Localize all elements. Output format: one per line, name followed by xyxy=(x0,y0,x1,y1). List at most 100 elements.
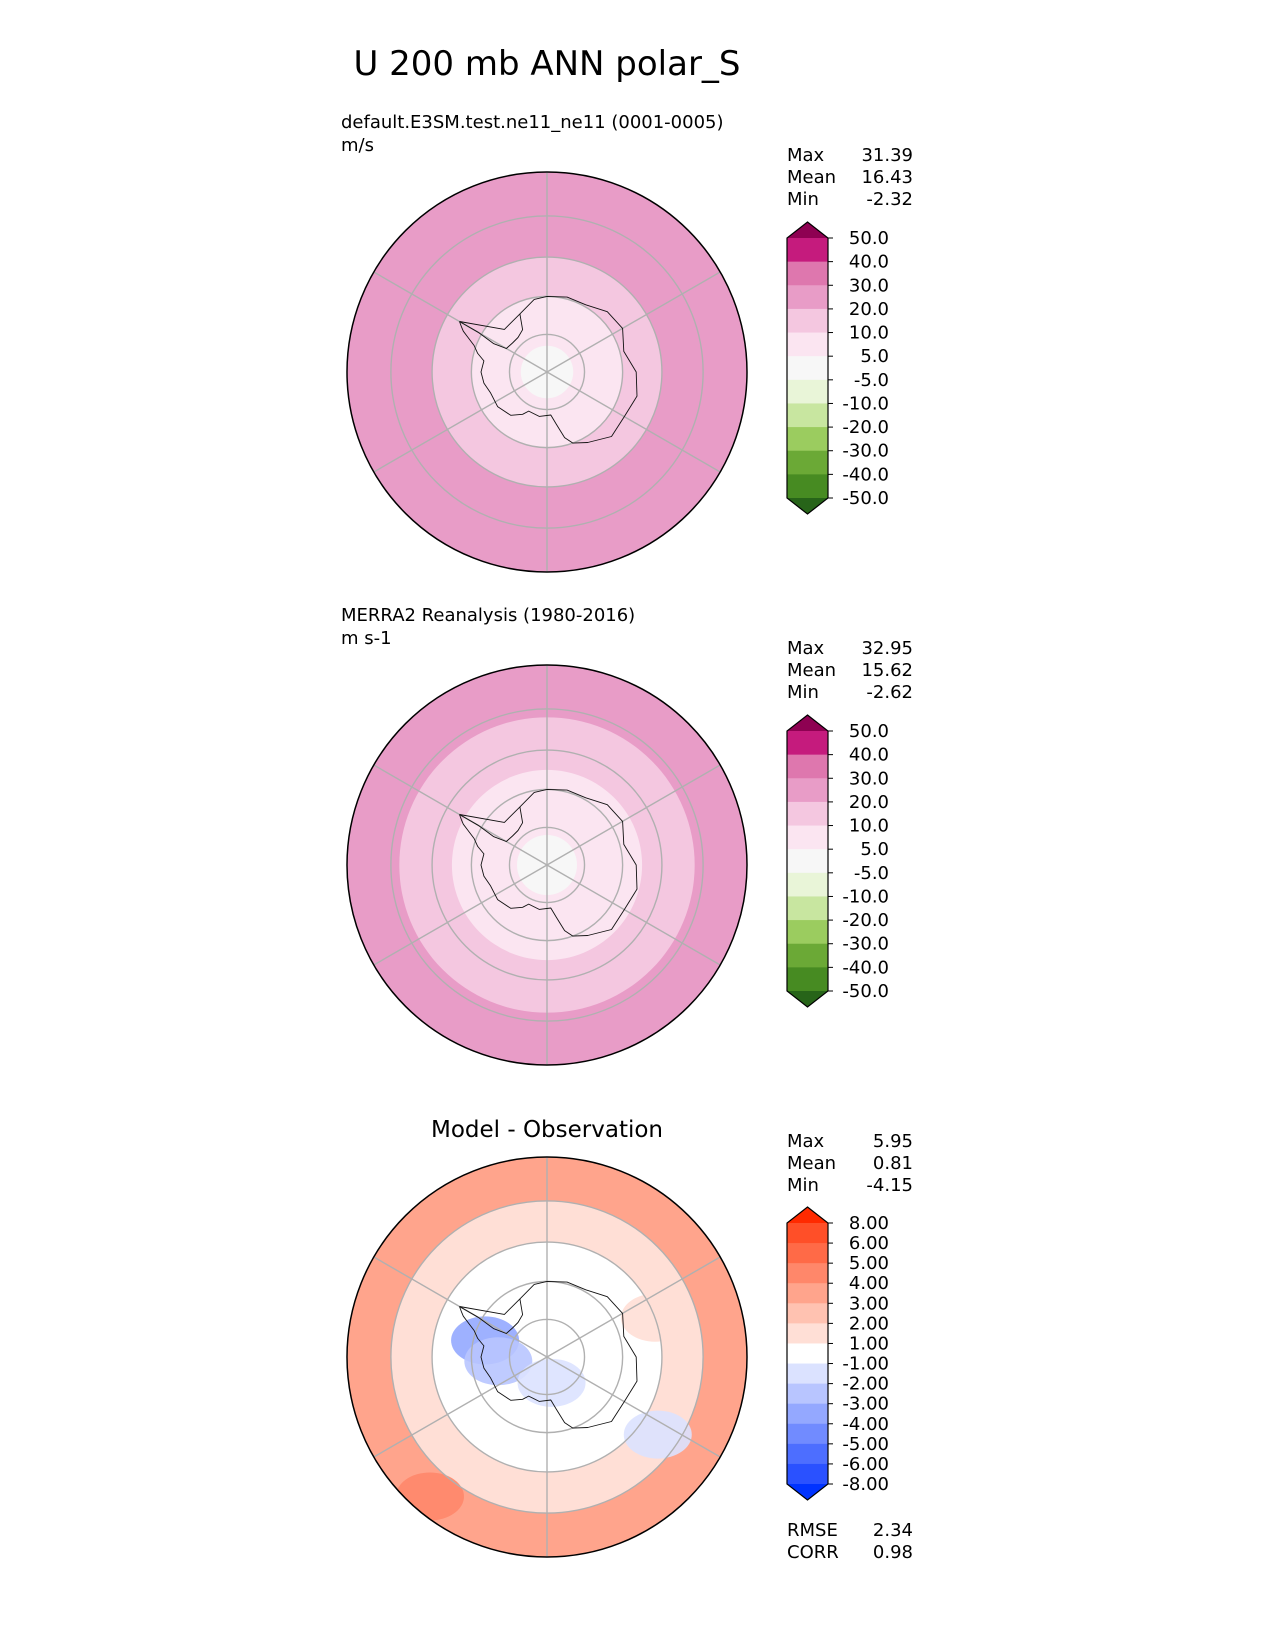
colorbar-tick-label: 5.0 xyxy=(860,839,889,860)
colorbar-segment xyxy=(787,825,828,850)
panels: default.E3SM.test.ne11_ne11 (0001-0005)m… xyxy=(341,112,913,1563)
colorbar-tick-label: -50.0 xyxy=(842,488,889,509)
colorbar-segment xyxy=(787,1443,828,1465)
colorbar-segment xyxy=(787,872,828,897)
longitude-gridline xyxy=(373,371,548,473)
longitude-gridline xyxy=(546,764,721,866)
stat-value: -2.32 xyxy=(866,189,913,210)
colorbar-tick-label: 8.00 xyxy=(849,1213,889,1234)
colorbar-tick-label: -3.00 xyxy=(842,1394,889,1415)
colorbar-segment xyxy=(787,801,828,827)
colorbar: 50.0 40.030.0 20.0 10.05.0 -5.0-10.0 -20.0 -30… xyxy=(786,714,889,1008)
stat-value: -4.15 xyxy=(866,1175,913,1196)
stat-label: Max xyxy=(787,638,825,659)
colorbar-tick-label: -20.0 xyxy=(842,417,889,438)
colorbar-tick-label: -4.00 xyxy=(842,1414,889,1435)
longitude-gridline xyxy=(373,864,548,966)
colorbar-tick-label: 1.00 xyxy=(849,1333,889,1354)
colorbar-segment xyxy=(787,849,828,874)
stat-label: Mean xyxy=(787,660,836,681)
field-anomaly-patch xyxy=(464,1337,533,1386)
colorbar-tick-label: -10.0 xyxy=(842,886,889,907)
colorbar-segment xyxy=(787,1303,828,1324)
stat-label: Mean xyxy=(787,167,836,188)
colorbar-tick-label: -40.0 xyxy=(842,957,889,978)
colorbar-tick-label: -10.0 xyxy=(842,393,889,414)
stat-value: 5.95 xyxy=(873,1131,913,1152)
colorbar-segment xyxy=(787,896,828,921)
panel-title: MERRA2 Reanalysis (1980-2016) xyxy=(341,605,635,626)
colorbar-tick-label: 20.0 xyxy=(849,299,889,320)
colorbar-segment xyxy=(787,778,828,803)
colorbar-tick-label: -2.00 xyxy=(842,1374,889,1395)
colorbar-tick-label: -30.0 xyxy=(842,441,889,462)
colorbar-tick-label: 40.0 xyxy=(849,745,889,766)
colorbar-tick-label: 30.0 xyxy=(849,275,889,296)
colorbar-segment xyxy=(787,474,828,499)
footer-stat-label: CORR xyxy=(787,1542,839,1563)
colorbar-segment xyxy=(787,261,828,286)
colorbar-segment xyxy=(787,1363,828,1385)
colorbar-segment xyxy=(787,943,828,968)
map-border xyxy=(346,664,748,1066)
colorbar-segment xyxy=(787,1403,828,1425)
colorbar-tick-label: 40.0 xyxy=(849,252,889,273)
colorbar-tick-label: -6.00 xyxy=(842,1454,889,1475)
antarctica-coastline xyxy=(459,295,638,444)
colorbar-segment xyxy=(787,403,828,428)
colorbar-tick-label: 5.00 xyxy=(849,1253,889,1274)
colorbar-segment xyxy=(787,1423,828,1445)
panel-2: MERRA2 Reanalysis (1980-2016)m s-1 Max 32.… xyxy=(341,605,913,1066)
field-anomaly-patch xyxy=(517,1358,586,1407)
longitude-gridline xyxy=(546,1256,721,1358)
panel-3: Model - Observation Max 5.95 Mean 0.81 Min -4.… xyxy=(346,1117,913,1563)
colorbar-extend-top xyxy=(787,222,828,238)
stat-label: Mean xyxy=(787,1153,836,1174)
panel-title: Model - Observation xyxy=(431,1117,663,1143)
ice-shelf-coastline xyxy=(459,313,524,349)
colorbar-segment xyxy=(787,920,828,945)
map-border xyxy=(346,1156,748,1558)
footer-stat-label: RMSE xyxy=(787,1520,838,1541)
longitude-gridline xyxy=(373,1356,548,1458)
colorbar-tick-label: -5.0 xyxy=(854,370,889,391)
colorbar-tick-label: 3.00 xyxy=(849,1293,889,1314)
stat-value: -2.62 xyxy=(866,682,913,703)
map xyxy=(347,1157,747,1557)
colorbar-tick-label: 50.0 xyxy=(849,721,889,742)
colorbar-segment xyxy=(787,1463,828,1485)
colorbar-tick-label: -20.0 xyxy=(842,910,889,931)
colorbar-segment xyxy=(787,1323,828,1344)
stat-value: 32.95 xyxy=(861,638,913,659)
colorbar-segment xyxy=(787,332,828,357)
colorbar: 50.0 40.030.0 20.0 10.05.0 -5.0-10.0 -20.0 -30… xyxy=(786,221,889,515)
longitude-gridline xyxy=(546,271,721,373)
colorbar-extend-bottom xyxy=(787,991,828,1007)
field-anomaly-patch xyxy=(395,1472,464,1521)
panel-1: default.E3SM.test.ne11_ne11 (0001-0005)m… xyxy=(341,112,913,573)
stat-label: Min xyxy=(787,189,819,210)
colorbar-tick-label: 10.0 xyxy=(849,323,889,344)
colorbar-segment xyxy=(787,427,828,452)
colorbar-tick-label: 4.00 xyxy=(849,1273,889,1294)
colorbar-tick-label: -1.00 xyxy=(842,1354,889,1375)
stat-value: 16.43 xyxy=(861,167,913,188)
figure-title: U 200 mb ANN polar_S xyxy=(353,44,740,84)
colorbar-tick-label: -5.00 xyxy=(842,1434,889,1455)
colorbar-tick-label: -8.00 xyxy=(842,1474,889,1495)
ice-shelf-coastline xyxy=(459,806,524,842)
stat-value: 15.62 xyxy=(861,660,913,681)
antarctica-coastline xyxy=(459,1280,638,1429)
panel-title: default.E3SM.test.ne11_ne11 (0001-0005) xyxy=(341,112,724,133)
colorbar-segment xyxy=(787,731,828,756)
stat-value: 31.39 xyxy=(861,145,913,166)
colorbar-segment xyxy=(787,1283,828,1304)
colorbar-segment xyxy=(787,1223,828,1244)
ice-shelf-coastline xyxy=(459,1298,524,1334)
colorbar-segment xyxy=(787,238,828,263)
colorbar-extend-top xyxy=(787,715,828,731)
colorbar-segment xyxy=(787,285,828,310)
colorbar-segment xyxy=(787,1383,828,1405)
colorbar-extend-bottom xyxy=(787,498,828,514)
longitude-gridline xyxy=(546,864,721,966)
